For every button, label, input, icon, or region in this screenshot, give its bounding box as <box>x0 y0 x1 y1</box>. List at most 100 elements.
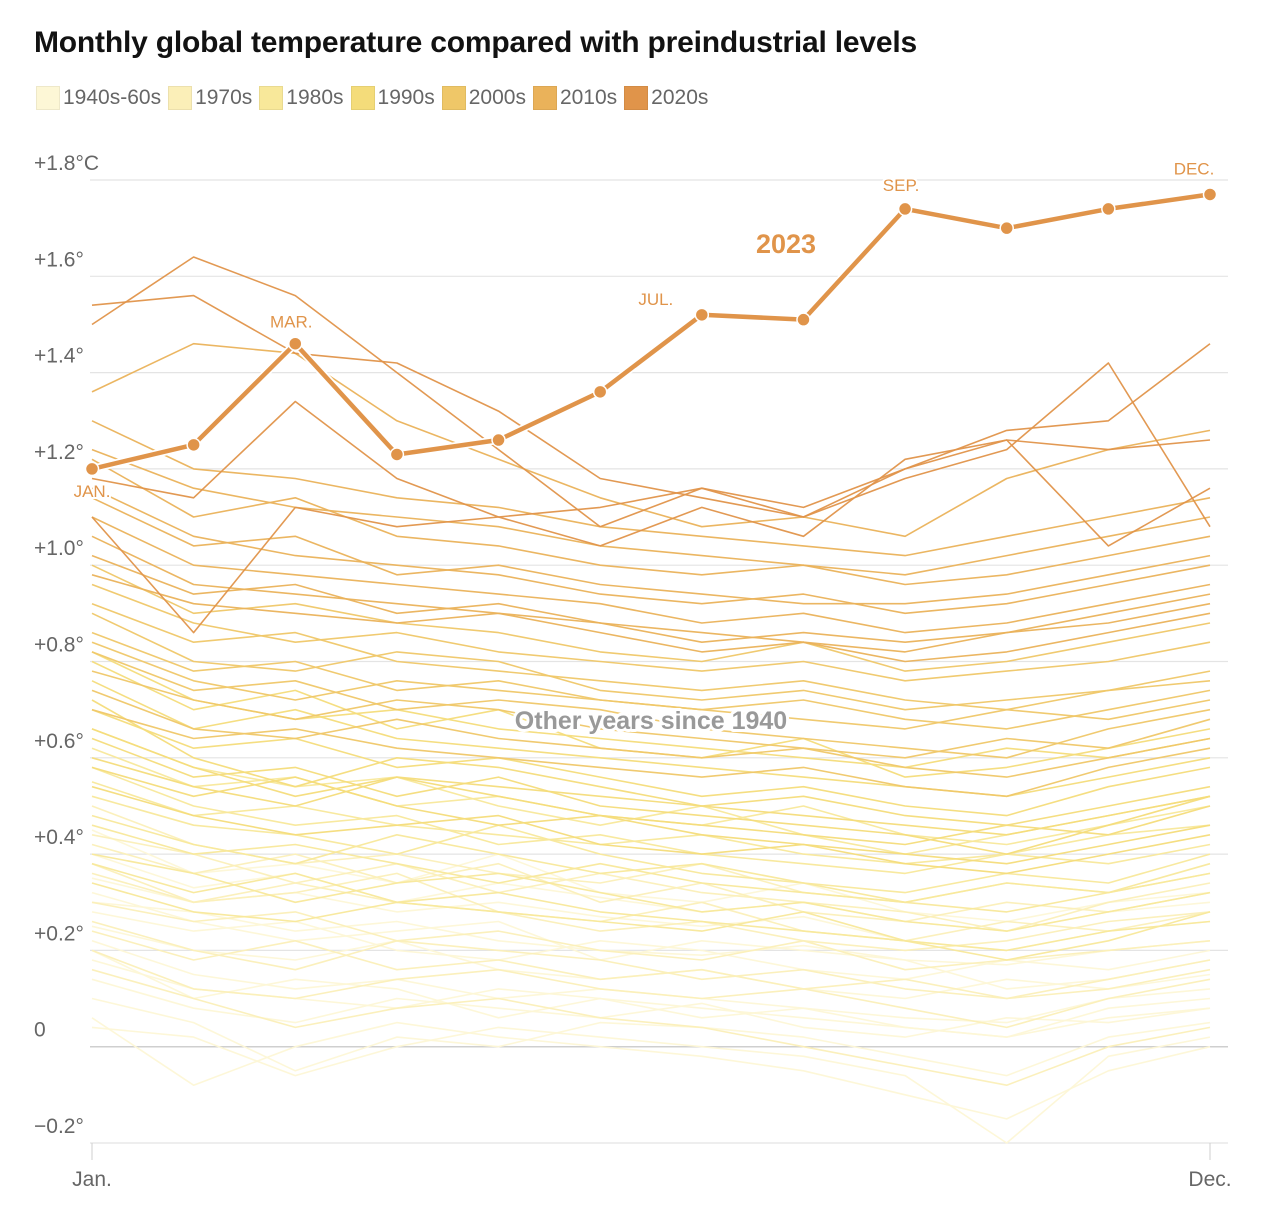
series-line <box>91 256 1211 528</box>
legend-label: 2000s <box>468 86 526 109</box>
x-tick-label: Dec. <box>1188 1168 1231 1191</box>
highlight-point <box>1202 187 1218 202</box>
legend-swatch <box>259 86 284 110</box>
y-tick-label: +1.8°C <box>34 152 99 175</box>
chart-title: Monthly global temperature compared with… <box>34 26 917 59</box>
highlight-point <box>84 461 100 477</box>
highlight-point <box>796 312 811 327</box>
y-tick-label: +1.2° <box>34 441 84 464</box>
series-line <box>91 728 1211 836</box>
y-tick-label: +0.2° <box>34 922 84 945</box>
series-line <box>91 294 1211 518</box>
legend-label: 1990s <box>377 86 435 109</box>
legend-item: 2020s <box>624 86 708 110</box>
series-line <box>91 766 1211 875</box>
series-line <box>91 670 1211 759</box>
y-tick-label: +1.0° <box>34 537 84 560</box>
series-line <box>91 516 1211 634</box>
series-line <box>91 853 1211 932</box>
series-line <box>91 400 1211 547</box>
series-line <box>91 785 1211 875</box>
series-line <box>91 862 1211 961</box>
series-line <box>91 535 1211 653</box>
highlight-point <box>897 201 913 217</box>
series-line <box>91 737 1211 855</box>
highlight-point <box>999 220 1014 236</box>
legend-item: 1990s <box>350 86 435 110</box>
series-line <box>91 911 1211 981</box>
legend-swatch <box>624 86 649 110</box>
y-tick-label: +0.8° <box>34 634 84 657</box>
highlight-series-label: 2023 <box>756 229 816 259</box>
legend: 1940s-60s 1970s 1980s 1990s 2000s 2010s 2020s <box>36 86 715 110</box>
other-years-label: Other years since 1940 <box>515 707 787 735</box>
y-tick-label: 0 <box>34 1019 46 1042</box>
series-line <box>91 781 1211 865</box>
y-tick-label: +1.6° <box>34 248 84 271</box>
highlight-point <box>288 336 303 351</box>
series-line <box>91 901 1211 971</box>
series-line <box>91 997 1211 1077</box>
series-line <box>91 680 1211 798</box>
y-tick-label: +1.4° <box>34 345 84 368</box>
legend-swatch <box>36 86 60 110</box>
legend-label: 2020s <box>651 86 709 109</box>
series-line <box>91 708 1211 817</box>
y-tick-label: +0.6° <box>34 730 84 753</box>
series-line <box>91 757 1211 846</box>
series-line <box>91 651 1211 759</box>
highlight-point <box>491 432 506 448</box>
series-line <box>91 689 1211 778</box>
legend-swatch <box>532 86 557 110</box>
series-line <box>91 968 1211 1086</box>
series-line <box>91 930 1211 1000</box>
legend-label: 1980s <box>286 86 344 109</box>
legend-item: 2000s <box>441 86 526 110</box>
series-line <box>91 829 1211 923</box>
highlight-month-label: DEC. <box>1174 159 1215 178</box>
series-line <box>91 497 1211 605</box>
series-line <box>91 814 1211 904</box>
series-line <box>91 602 1211 711</box>
y-tick-label: +0.4° <box>34 826 84 849</box>
highlight-point <box>694 307 710 323</box>
highlight-point <box>186 437 201 453</box>
legend-item: 1940s-60s <box>36 86 161 110</box>
series-line <box>91 583 1211 682</box>
series-line <box>91 795 1211 894</box>
series-line <box>91 564 1211 672</box>
highlight-month-label: MAR. <box>270 313 313 332</box>
series-line <box>91 641 1211 730</box>
legend-swatch <box>350 86 375 110</box>
series-line <box>91 1017 1211 1120</box>
y-tick-label: −0.2° <box>34 1115 84 1138</box>
legend-item: 1980s <box>259 86 344 110</box>
series-line <box>91 362 1211 634</box>
series-line <box>91 612 1211 711</box>
legend-item: 2010s <box>532 86 618 110</box>
series-line <box>91 824 1211 913</box>
highlight-point <box>389 447 405 462</box>
series-line <box>91 487 1211 615</box>
series-line <box>91 708 1211 798</box>
series-line <box>91 843 1211 923</box>
series-line <box>91 949 1211 1029</box>
highlight-line <box>91 192 1211 472</box>
highlight-month-label: JUL. <box>638 290 673 309</box>
series-line <box>91 834 1211 932</box>
series-line <box>91 448 1211 576</box>
legend-swatch <box>441 86 466 110</box>
series-line <box>91 766 1211 865</box>
series-line <box>91 554 1211 644</box>
legend-label: 2010s <box>559 86 618 109</box>
series-line <box>91 920 1211 1000</box>
legend-item: 1970s <box>168 86 252 110</box>
highlight-point <box>1101 201 1116 217</box>
highlight-month-label: SEP. <box>883 176 920 195</box>
series-line <box>91 978 1211 1038</box>
legend-label: 1970s <box>195 86 253 109</box>
legend-label: 1940s-60s <box>63 86 162 109</box>
series-line <box>91 420 1211 557</box>
series-line <box>91 574 1211 663</box>
